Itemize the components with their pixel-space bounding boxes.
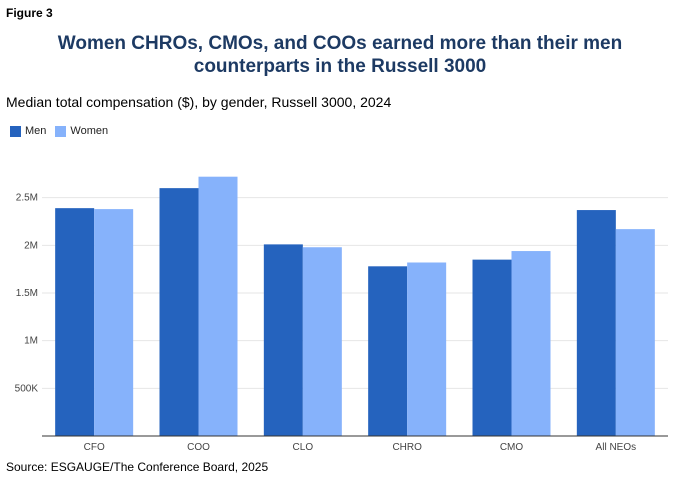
x-tick-label: All NEOs bbox=[596, 442, 637, 453]
bar-women-coo bbox=[198, 176, 238, 436]
bar-women-cmo bbox=[511, 251, 551, 436]
y-tick-label: 1M bbox=[24, 336, 38, 347]
legend: Men Women bbox=[10, 125, 117, 137]
bar-men-cfo bbox=[55, 208, 95, 436]
y-tick-label: 500K bbox=[15, 383, 39, 394]
bar-men-chro bbox=[368, 266, 408, 436]
legend-label-men: Men bbox=[25, 125, 47, 137]
bar-men-all-neos bbox=[576, 210, 616, 436]
y-tick-label: 2M bbox=[24, 240, 38, 251]
chart-title: Women CHROs, CMOs, and COOs earned more … bbox=[0, 32, 680, 78]
chart-title-line-1: Women CHROs, CMOs, and COOs earned more … bbox=[57, 33, 623, 54]
x-tick-label: CHRO bbox=[392, 442, 422, 453]
chart-subtitle: Median total compensation ($), by gender… bbox=[6, 94, 392, 110]
legend-swatch-women bbox=[55, 125, 67, 137]
x-tick-label: CLO bbox=[293, 442, 314, 453]
x-tick-label: CMO bbox=[500, 442, 524, 453]
legend-item-men: Men bbox=[10, 125, 46, 137]
y-tick-label: 1.5M bbox=[16, 288, 38, 299]
x-tick-label: CFO bbox=[84, 442, 105, 453]
bar-women-clo bbox=[302, 247, 342, 436]
bar-men-cmo bbox=[472, 259, 512, 436]
bar-men-clo bbox=[263, 244, 303, 436]
bar-women-chro bbox=[407, 262, 447, 436]
legend-swatch-men bbox=[10, 125, 21, 137]
chart-title-line-2: counterparts in the Russell 3000 bbox=[193, 56, 487, 77]
legend-item-women: Women bbox=[55, 125, 108, 137]
x-tick-label: COO bbox=[187, 442, 210, 453]
figure-label: Figure 3 bbox=[6, 6, 53, 20]
y-tick-label: 2.5M bbox=[16, 193, 38, 204]
source-note: Source: ESGAUGE/The Conference Board, 20… bbox=[6, 460, 269, 474]
bar-men-coo bbox=[159, 188, 199, 436]
legend-label-women: Women bbox=[70, 125, 109, 137]
bar-women-cfo bbox=[94, 209, 134, 436]
bar-women-all-neos bbox=[615, 229, 655, 436]
